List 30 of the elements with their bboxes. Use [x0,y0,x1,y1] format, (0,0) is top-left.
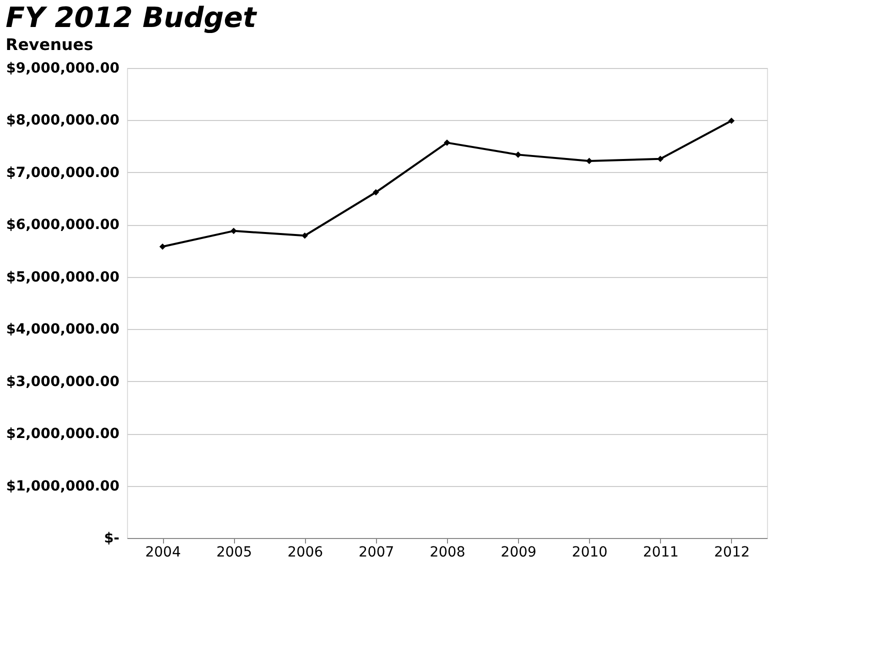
y-tick-label: $5,000,000.00 [6,269,120,286]
y-tick-label: $7,000,000.00 [6,164,120,181]
y-tick-label: $- [104,530,120,546]
point [586,158,592,164]
x-tick-label: 2011 [643,544,679,560]
x-tick-label: 2009 [500,544,536,560]
x-tick-label: 2012 [714,544,750,560]
x-tick-label: 2004 [145,544,181,560]
x-tick-label: 2006 [287,544,324,560]
y-tick-label: $2,000,000.00 [6,426,120,442]
y-tick-label: $8,000,000.00 [6,112,120,129]
point [444,140,450,146]
point [302,232,308,239]
x-tick-label: 2005 [216,544,252,560]
point [230,228,237,234]
x-tick-label: 2008 [430,544,466,560]
point [657,156,664,162]
y-tick-label: $3,000,000.00 [6,374,120,390]
point [514,152,522,158]
point [372,189,380,196]
point [728,118,735,124]
chart-subtitle: Revenues [6,35,94,54]
x-tick-label: 2007 [358,544,394,560]
y-tick-label: $4,000,000.00 [6,322,120,338]
point [159,243,166,250]
chart-title: FY 2012 Budget [6,1,258,34]
y-tick-label: $6,000,000.00 [6,217,120,234]
x-tick-label: 2010 [572,544,608,560]
y-tick-label: $9,000,000.00 [6,60,120,76]
y-tick-label: $1,000,000.00 [6,478,120,494]
